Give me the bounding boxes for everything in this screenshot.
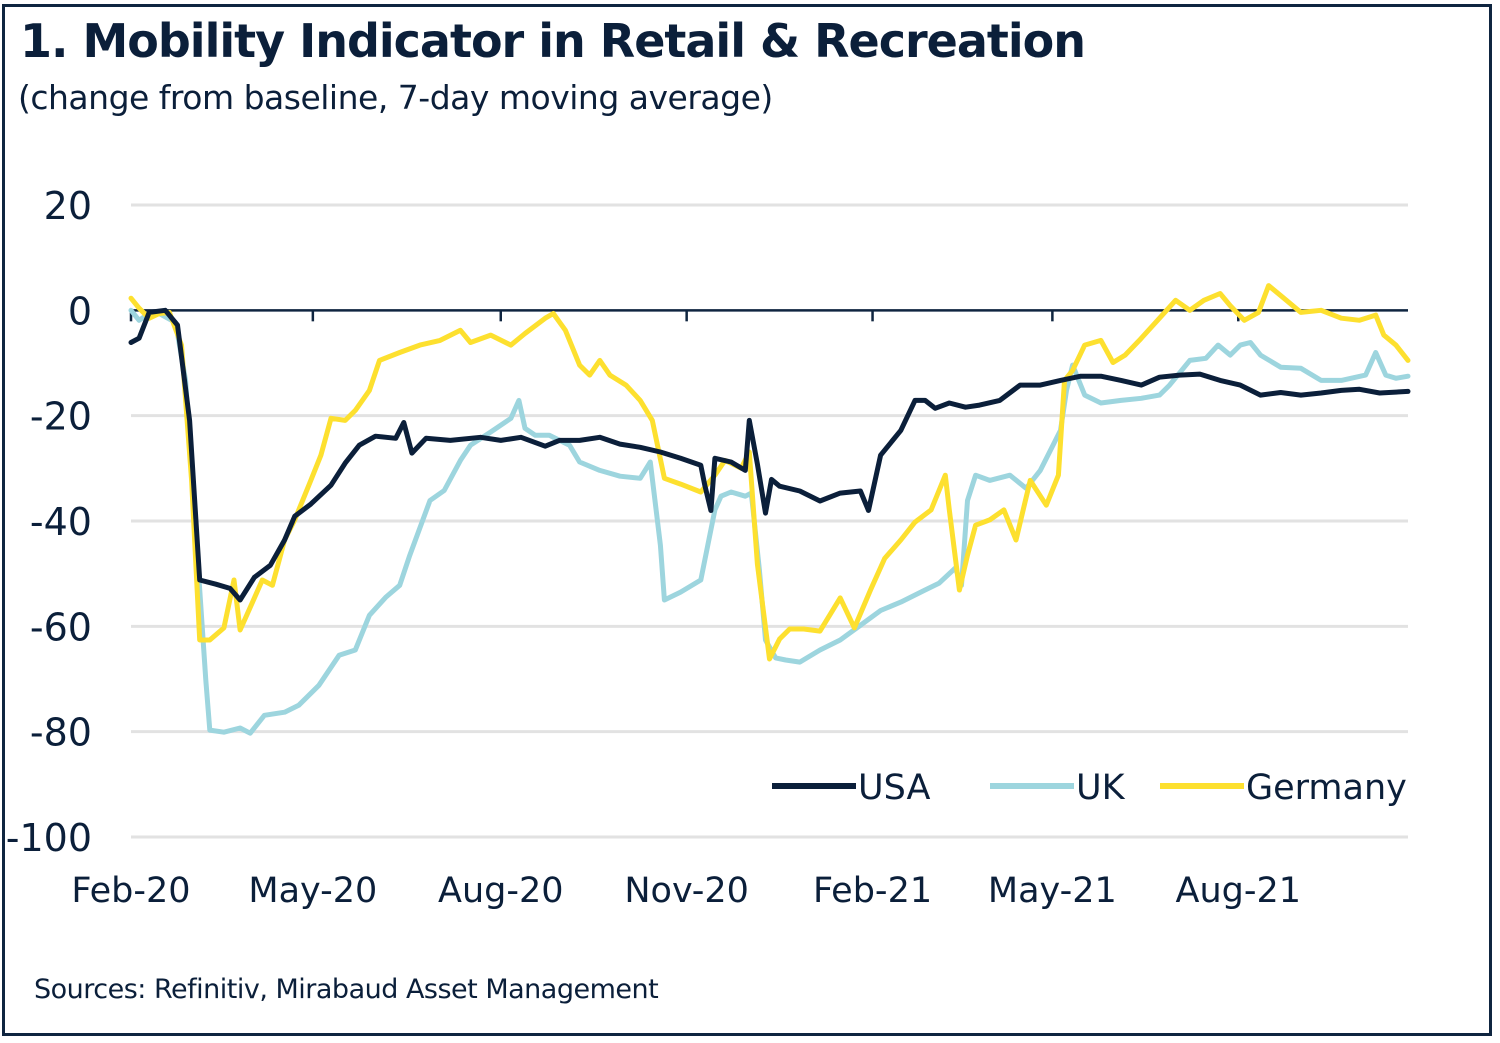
y-tick-label: 20	[44, 184, 92, 228]
legend-label-germany: Germany	[1246, 768, 1407, 808]
x-tick-label: Feb-20	[71, 871, 190, 911]
series-lines	[128, 283, 1411, 736]
series-line-germany	[128, 283, 1411, 662]
y-tick-label: -40	[30, 500, 92, 544]
x-tick-label: May-20	[248, 871, 377, 911]
series-line-usa	[128, 307, 1411, 603]
legend: USA UK Germany	[772, 768, 1407, 808]
series-line-uk	[128, 307, 1411, 736]
x-tick-label: Aug-20	[438, 871, 564, 911]
y-axis-tick-labels: 20 0 -20 -40 -60 -80 -100	[6, 184, 92, 860]
y-tick-label: -100	[6, 816, 92, 860]
y-tick-label: -80	[30, 711, 92, 755]
legend-label-usa: USA	[858, 768, 930, 808]
y-tick-label: -60	[30, 605, 92, 649]
x-tick-label: Feb-21	[813, 871, 932, 911]
legend-label-uk: UK	[1076, 768, 1126, 808]
source-note: Sources: Refinitiv, Mirabaud Asset Manag…	[34, 974, 659, 1005]
chart-title: 1. Mobility Indicator in Retail & Recrea…	[20, 14, 1086, 68]
x-tick-label: Nov-20	[624, 871, 749, 911]
x-axis	[129, 309, 1408, 322]
chart-subtitle: (change from baseline, 7-day moving aver…	[18, 78, 773, 117]
y-tick-label: -20	[30, 395, 92, 439]
y-tick-label: 0	[68, 289, 92, 333]
x-tick-label: Aug-21	[1176, 871, 1302, 911]
x-axis-tick-labels: Feb-20 May-20 Aug-20 Nov-20 Feb-21 May-21 Aug-…	[71, 871, 1301, 911]
gridlines	[131, 203, 1408, 839]
x-tick-label: May-21	[988, 871, 1117, 911]
